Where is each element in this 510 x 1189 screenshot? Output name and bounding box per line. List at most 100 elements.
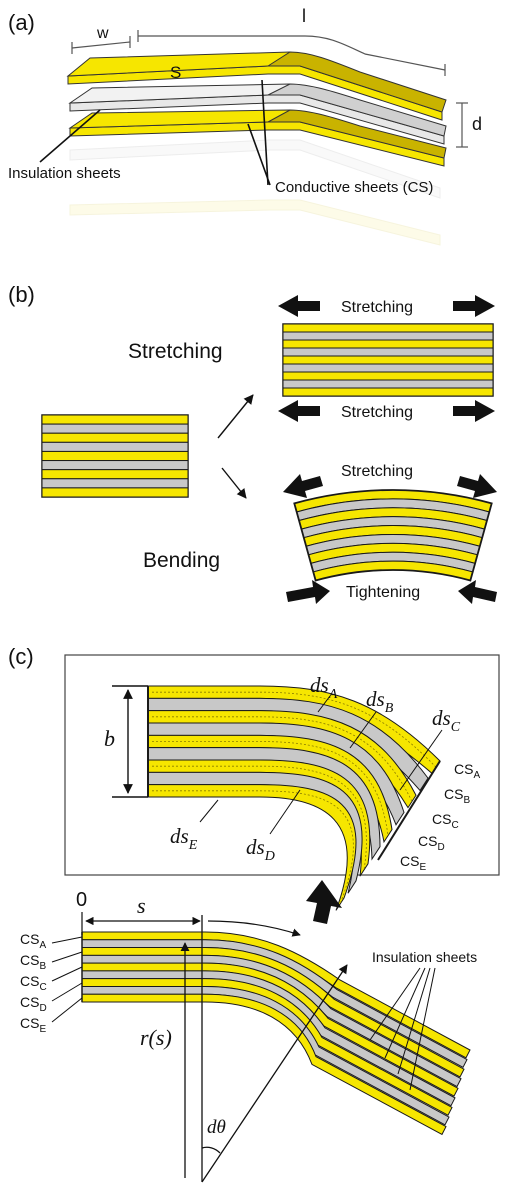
tightening-label: Tightening [346,584,420,601]
insulation-leaders [369,967,436,1091]
conductive-midline [152,716,413,802]
thickness-dimension [456,102,468,148]
arc-arrow [207,920,301,937]
panel-a: (a) w l S [8,6,482,246]
conductive-layer [41,432,189,443]
ds-b-label: dsB [366,687,394,716]
insulation-layer [41,460,189,471]
insulation-layer [282,379,494,389]
radius-geometry [180,915,348,1183]
radius-label: r(s) [140,1025,172,1050]
conductive-layer [41,414,189,425]
svg-text:CSB: CSB [20,952,46,972]
svg-text:dsA: dsA [310,673,338,702]
conductive-layer [282,323,494,333]
conductive-layer [282,355,494,365]
stretch-arrows-bottom [278,400,495,422]
bottom-conductive-sheet [68,109,447,167]
main-cs-leaders [51,936,83,1023]
b-dimension [112,685,148,798]
svg-text:CSD: CSD [418,833,445,853]
width-dimension [71,36,131,54]
insulation-layer [282,347,494,357]
svg-text:dsD: dsD [246,835,275,864]
ds-e-label: dsE [170,824,198,853]
panel-b: (b) Stretching Bending Stretching Stretc… [8,282,497,604]
svg-text:dsC: dsC [432,706,461,735]
top-conductive-sheet [66,51,447,121]
panel-c-tag: (c) [8,644,34,669]
conductive-midline [152,691,437,768]
sheet-s-label: S [170,63,181,82]
stretch-arrows-top [278,295,495,317]
conductive-layer [41,450,189,462]
thickness-label: d [472,114,482,134]
arrow-to-stretch [217,394,254,439]
stretched-stack [282,323,494,397]
svg-text:CSA: CSA [20,931,46,951]
ds-a-label: dsA [310,673,338,702]
stretch-bottom-label: Stretching [341,404,413,421]
panel-a-tag: (a) [8,10,35,35]
bend-top-label: Stretching [341,463,413,480]
stretch-top-label: Stretching [341,299,413,316]
b-label: b [104,726,115,751]
svg-text:dsB: dsB [366,687,394,716]
conductive-callout-label: Conductive sheets (CS) [275,179,433,196]
conductive-layer [81,993,447,1136]
stack-outline [293,489,493,582]
faded-sheets [69,139,441,246]
svg-text:CSA: CSA [454,761,480,781]
insulation-callout-label: Insulation sheets [8,165,121,182]
inset-cs-labels: CSA CSB CSC CSD CSE [400,761,480,873]
s-label: s [137,893,146,918]
conductive-layer [282,339,494,349]
ds-d-label: dsD [246,835,275,864]
svg-text:CSC: CSC [432,811,459,831]
stretching-mode-label: Stretching [128,340,223,363]
bent-stack [293,489,493,582]
conductive-layer [41,487,189,498]
conductive-layer [41,469,189,480]
svg-text:CSD: CSD [20,994,47,1014]
callout-lines [39,79,271,186]
original-stack [41,414,189,498]
svg-text:CSE: CSE [20,1015,46,1035]
s-dimension [81,912,201,935]
svg-text:CSC: CSC [20,973,47,993]
length-dimension [137,30,446,76]
insulation-layer [282,363,494,373]
inset-right-edge [377,760,441,861]
main-cs-labels: CSA CSB CSC CSD CSE [20,931,47,1035]
arrow-to-bend [221,467,247,499]
width-label: w [96,25,109,42]
tightening-arrows [286,580,497,604]
conductive-layer [282,371,494,381]
insulation-layer [41,441,189,452]
svg-text:dsE: dsE [170,824,198,853]
conductive-layer [282,387,494,397]
insulation-layer [41,478,189,489]
zoom-arrow [306,880,342,924]
insulation-layer [282,331,494,341]
conductive-midline [152,765,367,871]
length-label: l [302,6,306,26]
panel-b-tag: (b) [8,282,35,307]
inset-bent-stack [147,685,441,911]
insulation-layer [41,423,189,434]
dtheta-label: dθ [207,1117,226,1138]
svg-text:CSE: CSE [400,853,426,873]
conductive-midline [152,790,354,905]
insulation-sheets-label: Insulation sheets [372,949,477,965]
bend-arrows-top [283,474,497,498]
conductive-layer [147,784,357,911]
ds-leader-lines [199,695,443,835]
svg-text:CSB: CSB [444,786,470,806]
origin-zero-label: 0 [76,889,87,911]
insulation-sheet [68,83,447,145]
panel-c: (c) b dsA dsB dsC dsE dsD [8,644,500,1183]
conductive-midline [152,741,389,836]
bending-mode-label: Bending [143,549,220,572]
ds-c-label: dsC [432,706,461,735]
